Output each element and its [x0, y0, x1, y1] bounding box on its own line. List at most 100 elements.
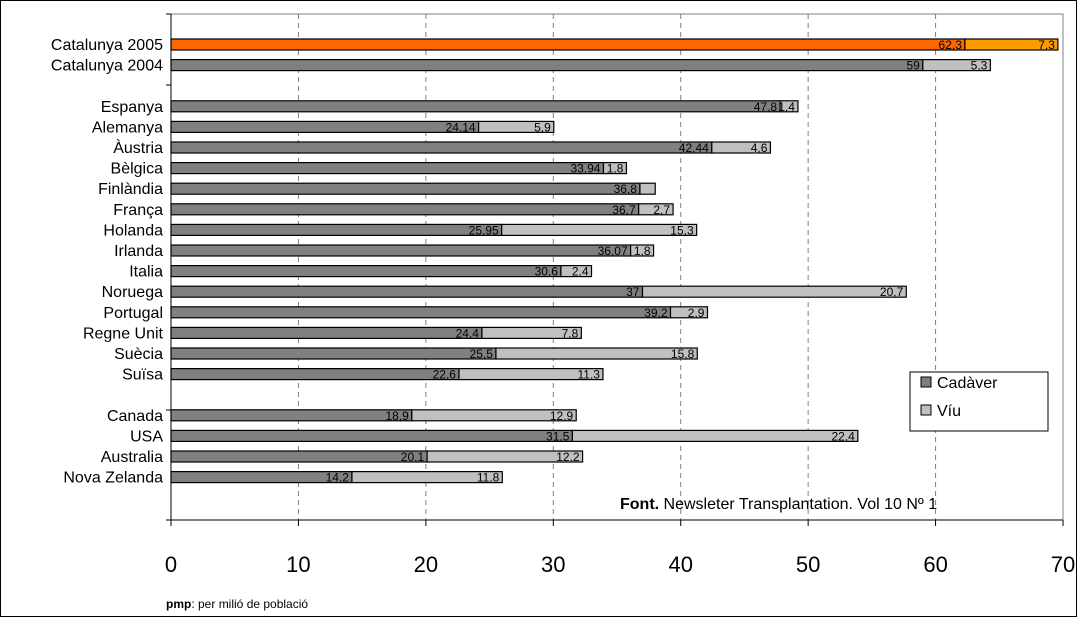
category-label-alemanya: Alemanya — [92, 119, 163, 136]
legend-box — [909, 371, 1049, 432]
bar-cadaver-suecia — [170, 347, 497, 360]
bar-viu-portugal — [669, 306, 709, 319]
source-note-text: Newsleter Transplantation. Vol 10 Nº 1 — [659, 496, 937, 513]
bar-viu-canada — [411, 409, 577, 422]
category-label-suecia: Suècia — [114, 346, 163, 363]
data-label: 37 — [626, 285, 640, 299]
bar-cadaver-belgica — [170, 162, 605, 175]
bar-viu-usa — [571, 429, 859, 442]
bar-cadaver-italia — [170, 265, 562, 278]
data-label: 62,3 — [939, 38, 963, 52]
data-label: 12,2 — [556, 450, 580, 464]
bar-cadaver-canada — [170, 409, 413, 422]
bar-viu-franca — [638, 203, 674, 216]
bar-viu-italia — [560, 265, 593, 278]
bar-cadaver-regne-unit — [170, 326, 483, 339]
data-label: 7,3 — [1038, 38, 1055, 52]
legend-swatch-cadaver — [920, 376, 932, 388]
category-labels: Catalunya 2005 Catalunya 2004 Espanya Alema… — [51, 37, 164, 487]
data-label: 1,8 — [607, 162, 624, 176]
data-label: 36,7 — [612, 203, 636, 217]
bar-viu-regne-unit — [481, 326, 582, 339]
data-label: 11,3 — [578, 368, 601, 382]
x-tick-label: 70 — [1051, 552, 1075, 577]
footnote: pmp: per milió de població — [166, 597, 308, 611]
category-label-nova-zelanda: Nova Zelanda — [63, 470, 163, 487]
category-label-suisa: Suïsa — [122, 367, 163, 384]
bar-viu-irlanda — [630, 244, 655, 257]
data-label: 47,8 — [754, 100, 778, 114]
category-label-belgica: Bèlgica — [111, 161, 164, 178]
bar-cadaver-catalunya-2004 — [170, 58, 924, 72]
data-label: 4,6 — [751, 141, 768, 155]
data-label: 36,8 — [614, 182, 638, 196]
bar-cadaver-irlanda — [170, 244, 632, 257]
category-label-catalunya-2005: Catalunya 2005 — [51, 37, 163, 54]
bar-cadaver-suisa — [170, 368, 460, 381]
source-note: Font. Newsleter Transplantation. Vol 10 … — [620, 496, 937, 513]
x-tick-label: 40 — [668, 552, 692, 577]
data-label: 59 — [906, 59, 920, 73]
data-label: 5,3 — [971, 59, 988, 73]
bar-cadaver-alemanya — [170, 120, 480, 134]
bar-cadaver-franca — [170, 203, 640, 216]
bar-viu-alemanya — [478, 120, 555, 134]
category-label-finlandia: Finlàndia — [98, 181, 163, 198]
legend-label-viu: Víu — [937, 403, 961, 420]
bar-cadaver-noruega — [170, 285, 644, 298]
bar-cadaver-holanda — [170, 223, 503, 236]
bar-viu-holanda — [501, 223, 698, 236]
data-label: 20,1 — [401, 450, 425, 464]
category-label-canada: Canada — [107, 408, 163, 425]
bar-cadaver-usa — [170, 429, 573, 442]
data-label: 11,8 — [477, 471, 500, 485]
data-label: 24,4 — [456, 326, 480, 340]
x-tick-label: 50 — [796, 552, 820, 577]
legend: Cadàver Víu — [909, 371, 1049, 432]
category-label-austria: Àustria — [113, 138, 163, 157]
category-label-espanya: Espanya — [101, 99, 163, 116]
bar-viu-suisa — [458, 368, 604, 381]
data-label: 30,6 — [535, 265, 559, 279]
data-label: 14,2 — [326, 471, 350, 485]
bar-viu-catalunya-2004 — [922, 58, 991, 72]
bar-viu-noruega — [641, 285, 907, 298]
footnote-bold: pmp — [166, 597, 191, 611]
data-label: 25,5 — [470, 347, 494, 361]
data-label: 33,94 — [570, 162, 600, 176]
data-label: 18,9 — [385, 409, 409, 423]
bar-viu-suecia — [495, 347, 698, 360]
x-tick-label: 0 — [165, 552, 177, 577]
x-axis: 0 10 20 30 40 50 60 70 — [165, 13, 1075, 577]
bar-cadaver-catalunya-2005 — [170, 38, 966, 51]
bar-viu-catalunya-2005 — [964, 38, 1059, 51]
x-tick-label: 30 — [541, 552, 565, 577]
category-label-irlanda: Irlanda — [114, 243, 163, 260]
source-note-bold: Font. — [620, 496, 659, 513]
bar-viu-nova-zelanda — [351, 471, 503, 484]
legend-swatch-viu — [920, 404, 932, 416]
data-label: 1,4 — [778, 100, 795, 114]
data-label: 1,8 — [634, 244, 651, 258]
data-label: 31,5 — [546, 429, 570, 443]
data-label: 25,95 — [469, 223, 499, 237]
legend-label-cadaver: Cadàver — [937, 375, 998, 392]
bar-cadaver-australia — [170, 450, 428, 463]
category-label-catalunya-2004: Catalunya 2004 — [51, 58, 163, 75]
bar-viu-espanya — [779, 100, 799, 113]
data-label: 12,9 — [550, 409, 574, 423]
x-tick-label: 60 — [923, 552, 947, 577]
category-label-noruega: Noruega — [102, 284, 163, 301]
bar-viu-finlandia — [639, 182, 656, 195]
bar-viu-belgica — [602, 162, 628, 175]
bar-viu-austria — [711, 141, 772, 154]
bar-cadaver-austria — [170, 141, 713, 154]
category-label-regne-unit: Regne Unit — [83, 325, 164, 342]
category-label-usa: USA — [130, 428, 163, 445]
data-label: 15,8 — [671, 347, 695, 361]
data-label: 2,4 — [572, 265, 589, 279]
category-label-italia: Italia — [129, 264, 163, 281]
x-tick-label: 20 — [414, 552, 438, 577]
